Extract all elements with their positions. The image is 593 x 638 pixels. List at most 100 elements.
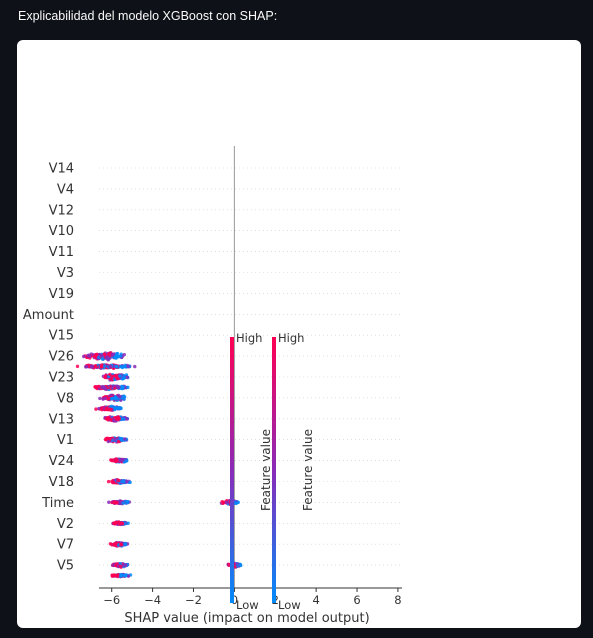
shap-point — [118, 501, 122, 505]
shap-point — [116, 439, 121, 444]
colorbars: High Low Feature value High Low Feature value — [230, 331, 315, 612]
shap-point — [102, 364, 107, 368]
shap-point — [238, 562, 242, 567]
feature-label: Amount — [23, 308, 74, 323]
shap-point — [97, 355, 101, 360]
shap-point — [111, 352, 115, 357]
feature-label: V13 — [49, 412, 74, 427]
shap-point — [119, 386, 124, 390]
shap-point — [116, 393, 121, 398]
shap-point — [122, 417, 126, 421]
feature-label: V18 — [49, 475, 74, 490]
page-caption: Explicabilidad del modelo XGBoost con SH… — [18, 9, 278, 23]
shap-point — [102, 352, 107, 356]
shap-point — [122, 479, 126, 484]
shap-point — [106, 479, 111, 484]
shap-point — [117, 522, 122, 526]
shap-point — [101, 397, 105, 401]
shap-point — [81, 354, 86, 359]
shap-point — [112, 419, 116, 423]
shap-point — [224, 500, 229, 505]
feature-label: V7 — [57, 538, 74, 553]
shap-point — [75, 364, 80, 369]
shap-point — [123, 563, 128, 567]
feature-label: V23 — [49, 371, 74, 386]
shap-point — [133, 364, 137, 369]
shap-point — [97, 384, 101, 389]
shap-point — [104, 416, 108, 421]
shap-point — [108, 364, 112, 369]
shap-point — [118, 564, 123, 568]
feature-label: V8 — [57, 391, 74, 406]
shap-point — [122, 352, 127, 357]
shap-point — [99, 354, 104, 358]
colorbar — [272, 337, 276, 603]
shap-point — [123, 542, 127, 546]
feature-label: V11 — [49, 245, 74, 260]
colorbar-axis-label: Feature value — [301, 429, 315, 511]
shap-point — [101, 385, 106, 390]
x-tick-label: −2 — [185, 593, 202, 607]
shap-point — [105, 355, 110, 359]
shap-plot-card: V14 V4 V12 V10 V11 V3 V19 Amount V15 V26 V23 V8 V13 V… — [17, 40, 581, 628]
shap-point — [87, 354, 92, 358]
shap-point — [115, 352, 119, 356]
colorbar-low-label: Low — [236, 598, 259, 612]
shap-point — [119, 406, 123, 411]
feature-label: Time — [41, 496, 74, 511]
feature-label: V1 — [57, 433, 74, 448]
shap-point — [116, 354, 120, 359]
shap-point — [98, 396, 102, 401]
shap-point — [106, 397, 110, 401]
shap-point — [112, 573, 117, 577]
shap-point — [120, 364, 125, 368]
feature-label: V15 — [49, 329, 74, 344]
shap-point — [116, 416, 120, 421]
shap-point — [110, 374, 114, 379]
row-gridlines — [99, 167, 402, 566]
x-tick-label: −6 — [103, 593, 120, 607]
shap-point — [126, 385, 130, 390]
shap-point — [113, 542, 117, 547]
x-tick-label: 4 — [312, 593, 319, 607]
feature-label: V26 — [49, 350, 74, 365]
feature-label: V10 — [49, 224, 74, 239]
colorbar — [230, 337, 234, 603]
shap-point — [125, 375, 129, 380]
feature-label: V3 — [57, 266, 74, 281]
shap-point — [119, 354, 123, 358]
shap-point — [122, 437, 127, 441]
shap-point — [120, 521, 125, 525]
shap-point — [113, 397, 118, 401]
shap-point — [89, 364, 94, 368]
shap-point — [110, 479, 114, 484]
shap-point — [104, 387, 108, 392]
shap-point — [221, 501, 225, 505]
feature-label: V14 — [49, 162, 74, 177]
shap-point — [119, 542, 123, 546]
shap-point — [115, 364, 119, 369]
shap-point — [118, 374, 122, 378]
feature-label: V4 — [57, 182, 74, 197]
colorbar-low-label: Low — [278, 598, 301, 612]
x-tick-label: 6 — [353, 593, 360, 607]
shap-point — [94, 385, 98, 390]
shap-point — [100, 364, 104, 369]
shap-point — [114, 375, 119, 379]
shap-point — [117, 385, 121, 389]
shap-point — [126, 364, 130, 369]
shap-point — [103, 396, 108, 401]
shap-point — [111, 384, 115, 389]
colorbar-high-label: High — [278, 331, 304, 345]
shap-point — [234, 501, 238, 506]
x-tick-label: 8 — [394, 593, 401, 607]
shap-point — [106, 358, 111, 362]
feature-label: V24 — [49, 454, 74, 469]
shap-point — [94, 407, 98, 411]
shap-point — [114, 459, 118, 463]
feature-label: V2 — [57, 517, 74, 532]
shap-point — [124, 573, 128, 578]
shap-point — [109, 396, 114, 401]
shap-point — [103, 375, 107, 380]
shap-point — [105, 407, 109, 412]
